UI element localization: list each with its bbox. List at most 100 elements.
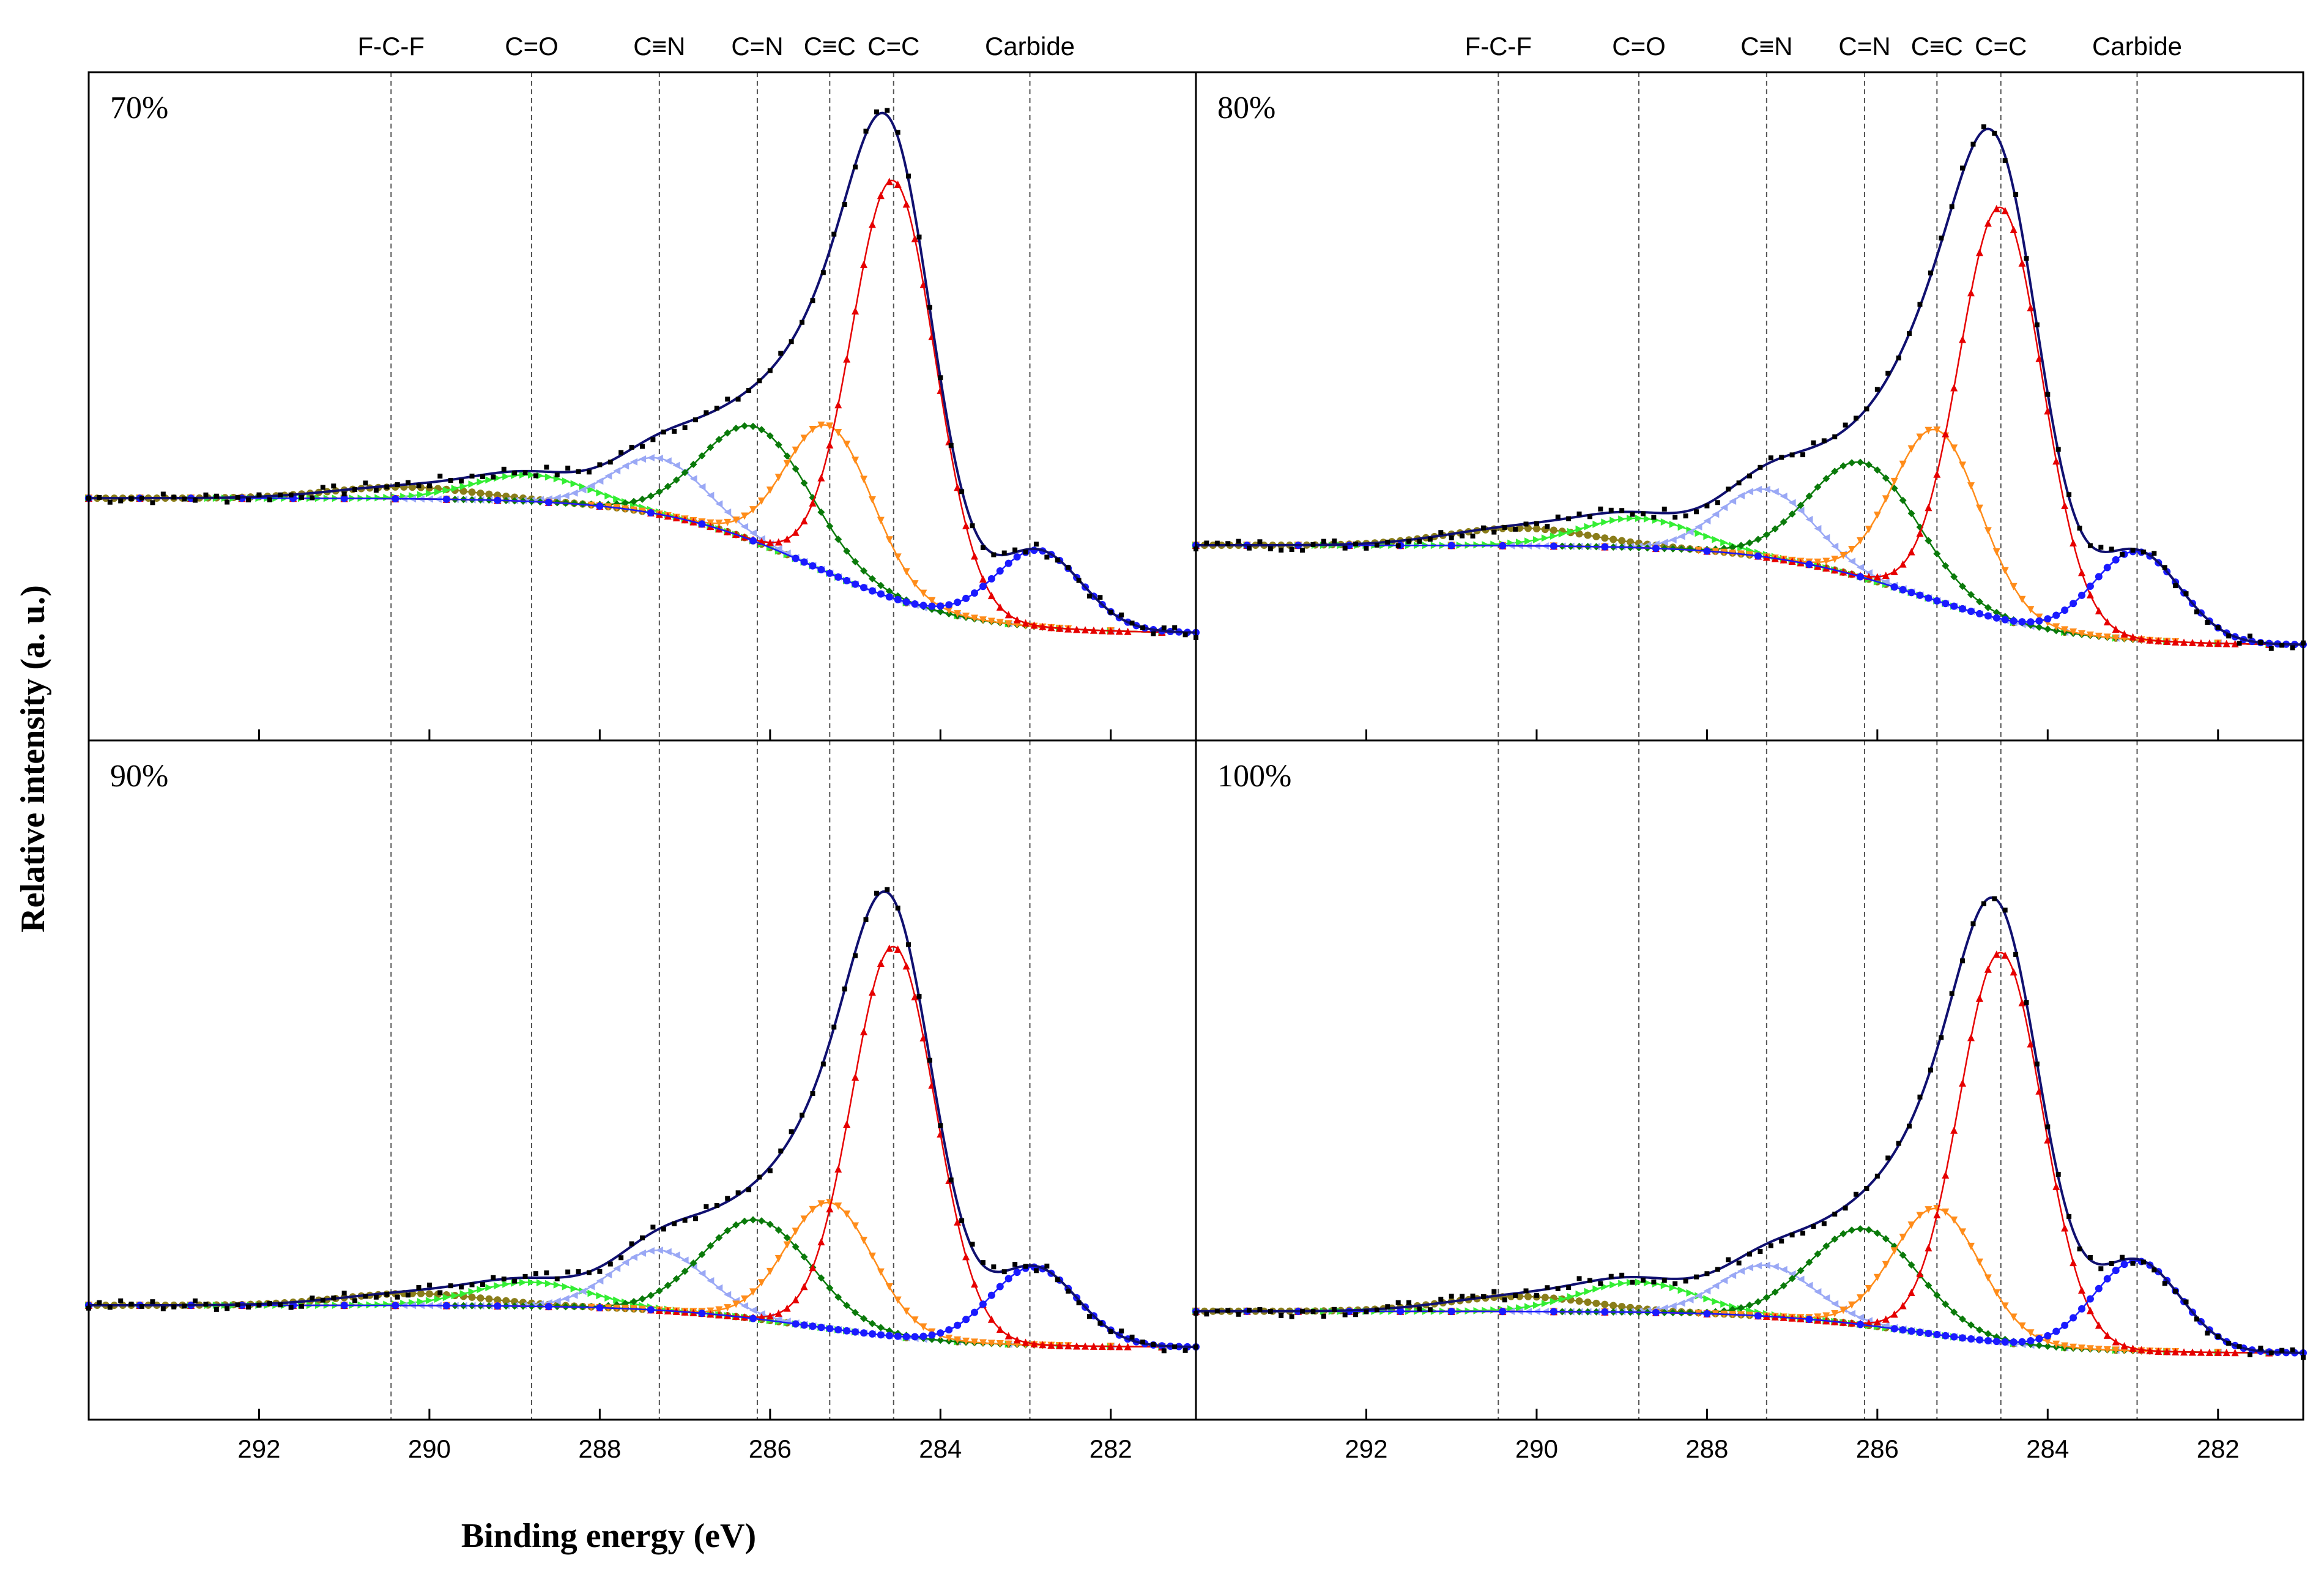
component-marker xyxy=(732,424,740,432)
component-marker xyxy=(698,1310,706,1317)
raw-data-point xyxy=(1023,1264,1028,1269)
component-marker xyxy=(2035,1335,2043,1343)
component-marker xyxy=(1686,1295,1694,1303)
component-marker xyxy=(1737,1267,1745,1275)
raw-data-point xyxy=(948,1177,954,1183)
raw-data-point xyxy=(672,428,677,434)
component-marker xyxy=(622,462,629,470)
component-marker xyxy=(860,1329,867,1337)
component-marker xyxy=(1814,1250,1822,1258)
component-marker xyxy=(996,1325,1004,1333)
component-marker xyxy=(1959,1334,1967,1342)
component-marker xyxy=(1873,466,1881,474)
component-marker xyxy=(877,192,885,199)
component-marker xyxy=(928,1331,936,1339)
component-marker xyxy=(459,1290,467,1298)
component-marker xyxy=(383,1300,391,1308)
component-marker xyxy=(630,1253,638,1261)
raw-data-point xyxy=(469,473,475,479)
raw-data-point xyxy=(1854,1191,1859,1197)
component-marker xyxy=(1550,542,1557,550)
component-marker xyxy=(1635,1278,1643,1286)
raw-data-point xyxy=(1704,503,1710,509)
component-marker xyxy=(1992,608,2000,616)
raw-data-point xyxy=(1395,543,1401,548)
component-marker xyxy=(587,482,595,490)
component-marker xyxy=(1942,430,1950,438)
component-marker xyxy=(860,1027,867,1035)
raw-data-point xyxy=(1970,141,1976,147)
component-marker xyxy=(2086,582,2094,590)
component-marker xyxy=(1975,609,1983,617)
component-marker xyxy=(715,1234,723,1242)
raw-data-point xyxy=(2151,1267,2157,1273)
component-marker xyxy=(1975,1336,1983,1344)
raw-data-point xyxy=(1534,521,1539,526)
raw-data-point xyxy=(2055,447,2061,452)
component-marker xyxy=(1754,1298,1762,1306)
component-marker xyxy=(1652,545,1660,553)
component-marker xyxy=(613,495,621,503)
component-marker xyxy=(528,471,535,479)
raw-data-point xyxy=(1726,1257,1731,1262)
component-marker xyxy=(1558,530,1566,538)
component-marker xyxy=(1712,510,1720,518)
component-marker xyxy=(1030,621,1038,629)
raw-data-point xyxy=(1832,1212,1838,1217)
component-marker xyxy=(2001,567,2009,575)
component-marker xyxy=(860,1314,867,1322)
component-marker xyxy=(1677,1299,1685,1307)
component-marker xyxy=(749,1306,757,1314)
raw-data-point xyxy=(1385,539,1390,545)
component-marker xyxy=(2070,1314,2077,1322)
raw-data-point xyxy=(1140,1340,1145,1345)
component-marker xyxy=(834,573,842,581)
component-marker xyxy=(340,494,348,502)
raw-data-point xyxy=(704,1204,709,1209)
component-marker xyxy=(562,1295,570,1303)
peak-label-c-double-c: C=C xyxy=(867,32,919,61)
component-marker xyxy=(2001,951,2009,959)
component-marker xyxy=(1482,1306,1490,1314)
component-marker xyxy=(1754,535,1762,543)
component-marker xyxy=(604,492,612,500)
frames-layer xyxy=(87,71,2304,1421)
component-marker xyxy=(1107,1343,1115,1351)
raw-data-point xyxy=(544,1270,549,1276)
peak-label-c-double-o: C=O xyxy=(505,32,559,61)
raw-data-point xyxy=(1513,1293,1518,1299)
component-marker xyxy=(996,1340,1004,1348)
component-marker xyxy=(587,1283,595,1291)
raw-data-point xyxy=(1534,1292,1539,1298)
raw-data-point xyxy=(1449,1294,1454,1299)
component-marker xyxy=(2086,632,2094,639)
raw-data-point xyxy=(576,1269,581,1275)
component-marker xyxy=(1975,248,1983,256)
raw-data-point xyxy=(97,1300,102,1305)
raw-data-point xyxy=(363,1294,368,1299)
component-marker xyxy=(707,1242,715,1250)
x-tick-label: 282 xyxy=(2197,1434,2240,1463)
component-marker xyxy=(2095,1321,2103,1329)
raw-data-point xyxy=(565,1269,571,1275)
raw-data-point xyxy=(341,1291,347,1296)
raw-data-point xyxy=(757,378,762,384)
component-marker xyxy=(1950,1308,1958,1316)
raw-data-point xyxy=(1736,480,1742,486)
component-marker xyxy=(1703,532,1711,540)
component-marker xyxy=(1618,537,1626,545)
component-marker xyxy=(2112,556,2120,564)
component-marker xyxy=(596,502,604,510)
raw-data-point xyxy=(1480,1294,1486,1299)
component-marker xyxy=(826,569,834,577)
component-marker xyxy=(1873,1229,1881,1237)
raw-data-point xyxy=(2055,1171,2061,1177)
component-marker xyxy=(1550,532,1557,540)
component-marker xyxy=(1907,445,1915,453)
raw-data-point xyxy=(2173,583,2178,589)
raw-data-point xyxy=(1758,464,1763,470)
component-marker xyxy=(1916,1270,1924,1278)
component-marker xyxy=(1840,462,1847,470)
component-marker xyxy=(979,583,987,591)
